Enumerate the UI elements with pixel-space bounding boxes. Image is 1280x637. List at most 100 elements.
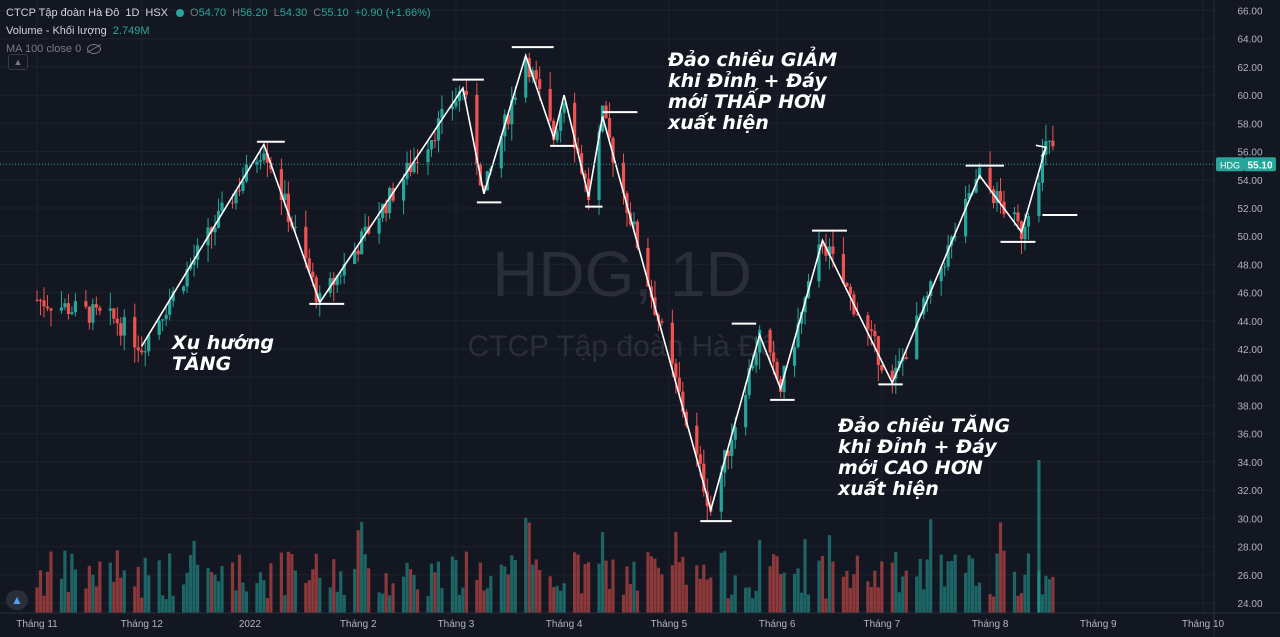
volume-bar (63, 550, 67, 613)
candle-body (363, 226, 367, 232)
volume-bar (953, 554, 957, 613)
volume-bar (342, 594, 346, 613)
x-tick-label: Tháng 8 (972, 619, 1009, 630)
candle-body (660, 321, 664, 323)
legend-change: +0.90 (+1.66%) (354, 7, 431, 19)
volume-bar (946, 561, 950, 613)
volume-bar (293, 570, 297, 613)
candle-body (513, 97, 517, 100)
volume-bar (527, 522, 531, 613)
candle-body (751, 365, 755, 369)
candle-body (820, 244, 825, 247)
chevron-up-icon[interactable]: ▲ (8, 54, 28, 70)
volume-bar (133, 586, 137, 613)
volume-value: 2.749M (112, 25, 150, 37)
candle-body (440, 108, 444, 119)
time-axis[interactable] (0, 613, 1280, 637)
volume-bar (360, 521, 364, 613)
candle-body (87, 306, 91, 323)
volume-bar (806, 594, 811, 613)
candle-body (1026, 216, 1031, 227)
volume-bar (974, 586, 978, 613)
candle-body (778, 379, 783, 392)
y-tick-label: 42.00 (1237, 345, 1262, 356)
legend-symbol[interactable]: CTCP Tập đoàn Hà Đô (6, 7, 120, 19)
tradingview-logo-icon[interactable]: ▲ (6, 590, 28, 610)
candle-body (115, 318, 119, 324)
volume-bar (255, 583, 259, 613)
swing-arrowhead (1035, 144, 1048, 157)
y-tick-label: 34.00 (1237, 458, 1262, 469)
candle-body (880, 365, 884, 371)
volume-bar (684, 584, 688, 613)
candle-body (307, 258, 311, 272)
volume-bar (265, 598, 270, 613)
candle-body (586, 178, 591, 200)
volume-bar (286, 551, 290, 613)
candle-body (283, 193, 287, 200)
candle-body (897, 360, 901, 368)
volume-bar (897, 592, 901, 613)
price-axis[interactable] (1214, 0, 1280, 637)
candle-body (401, 178, 406, 201)
candle-body (733, 427, 737, 440)
candle-body (768, 329, 772, 353)
candle-body (412, 162, 416, 173)
candle-body (827, 246, 832, 256)
price-tag-value-bg (1244, 157, 1276, 172)
x-tick-label: 2022 (239, 619, 262, 630)
annotation-reversal-up-line: khi Đỉnh + Đáy (838, 436, 998, 458)
volume-bar (332, 559, 336, 613)
candle-body (213, 227, 217, 233)
y-tick-label: 30.00 (1237, 514, 1262, 525)
candle-body (318, 292, 322, 302)
candle-body (799, 312, 804, 324)
candle-body (415, 162, 420, 164)
legend-interval[interactable]: 1D (125, 7, 140, 19)
candle-body (995, 191, 999, 203)
volume-bar (510, 555, 514, 613)
volume-bar (1019, 593, 1024, 613)
legend-high: 56.20 (240, 7, 268, 19)
candle-body (855, 314, 859, 316)
volume-bar (328, 587, 332, 613)
volume-bar (621, 594, 626, 613)
volume-bar (670, 565, 674, 613)
volume-bar (922, 589, 926, 613)
y-tick-label: 60.00 (1237, 91, 1262, 102)
price-tag-symbol: HDG (1220, 160, 1240, 170)
volume-bar (758, 539, 762, 613)
volume-bar (1016, 595, 1020, 613)
volume-bar (311, 569, 315, 613)
volume-bar (628, 584, 633, 613)
volume-bar (866, 581, 870, 613)
candle-body (925, 295, 929, 299)
candle-body (433, 140, 437, 142)
eye-off-icon[interactable] (87, 44, 102, 54)
volume-bar (876, 587, 880, 613)
volume-bar (901, 576, 905, 613)
volume-bar (534, 559, 538, 613)
legend-ma-row[interactable]: MA 100 close 0 (6, 40, 431, 58)
volume-bar (112, 581, 116, 613)
candle-body (747, 368, 751, 396)
candle-body (943, 266, 947, 268)
candle-body (611, 137, 615, 163)
volume-bar (943, 586, 947, 613)
legend-volume-row[interactable]: Volume - Khối lượng 2.749M (6, 22, 431, 40)
volume-bar (426, 596, 430, 613)
candle-body (108, 308, 112, 311)
candle-body (429, 140, 434, 150)
candle-body (754, 352, 758, 366)
volume-bar (290, 553, 294, 613)
volume-bar (143, 557, 147, 613)
candle-body (164, 314, 168, 320)
candle-body (681, 391, 685, 412)
volume-bar (597, 563, 601, 613)
y-tick-label: 66.00 (1237, 7, 1262, 18)
candle-body (775, 362, 779, 380)
legend-c-label: C (313, 7, 322, 19)
volume-bar (925, 559, 929, 613)
candle-body (953, 236, 957, 238)
